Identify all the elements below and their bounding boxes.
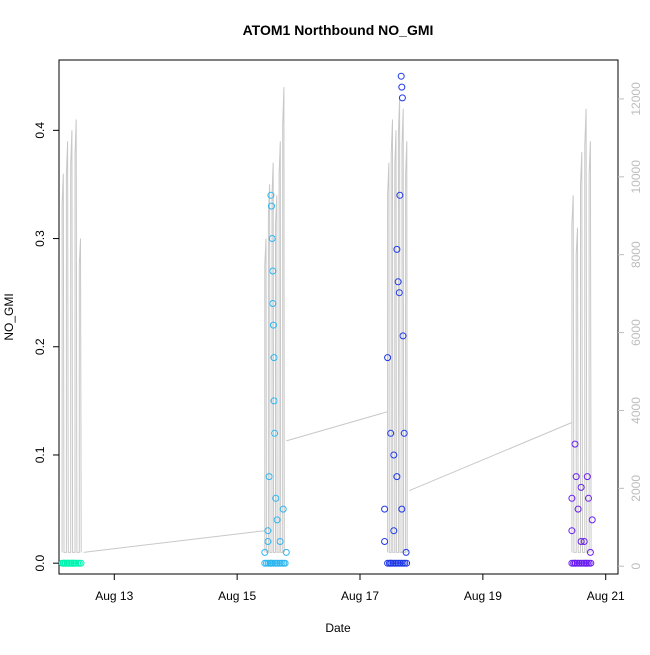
- data-point-s3-6: [583, 473, 591, 481]
- data-point-s1-2: [267, 191, 275, 199]
- data-point-s1-11: [272, 494, 280, 502]
- data-point-s3-8: [586, 548, 594, 556]
- data-point-s1-18: [264, 538, 272, 545]
- data-point-s1-4: [268, 235, 276, 242]
- data-point-s3-12: [568, 494, 576, 502]
- data-point-s2-4: [393, 245, 401, 253]
- x-axis-label: Date: [325, 621, 351, 635]
- data-point-s2-12: [400, 429, 408, 437]
- data-point-base-s3-11: [587, 559, 595, 567]
- chart-title: ATOM1 Northbound NO_GMI: [243, 22, 434, 38]
- data-point-s2-17: [398, 505, 406, 513]
- data-point-s1-1: [265, 473, 273, 481]
- data-point-s2-3: [390, 451, 398, 459]
- data-point-s1-13: [276, 538, 284, 545]
- x-tick-label-0: Aug 13: [95, 589, 133, 603]
- data-point-s3-3: [574, 505, 582, 513]
- data-point-s1-7: [269, 321, 277, 329]
- data-point-s1-10: [271, 429, 279, 437]
- x-tick-label-3: Aug 19: [464, 589, 502, 603]
- y-tick-label-1: 0.1: [33, 446, 47, 463]
- data-point-s2-6: [395, 289, 403, 297]
- data-point-s1-17: [261, 548, 269, 556]
- x-tick-label-4: Aug 21: [587, 589, 625, 603]
- data-point-s2-9: [398, 83, 406, 91]
- data-point-s2-14: [390, 527, 398, 535]
- data-point-s2-8: [397, 72, 405, 80]
- data-point-base-s1-11: [280, 559, 288, 567]
- data-point-s3-4: [577, 483, 585, 491]
- data-point-s3-5: [580, 538, 588, 545]
- data-point-s2-5: [394, 278, 402, 286]
- y-right-tick-label-1: 2000: [629, 475, 643, 502]
- data-point-s1-3: [268, 202, 275, 210]
- data-point-base-s2-11: [403, 559, 411, 567]
- data-point-s2-0: [381, 505, 389, 513]
- altitude-trace-3: [571, 108, 592, 553]
- data-point-s2-15: [393, 473, 401, 481]
- data-point-s2-7: [396, 191, 404, 199]
- y-axis-label: NO_GMI: [2, 293, 16, 340]
- y-right-tick-label-0: 0: [629, 563, 643, 570]
- data-point-s3-2: [572, 473, 580, 481]
- data-point-s3-7: [585, 494, 592, 502]
- y-tick-label-2: 0.2: [33, 338, 47, 355]
- data-point-s2-18: [402, 548, 410, 556]
- data-point-s3-1: [571, 440, 579, 448]
- data-point-s3-9: [588, 516, 596, 524]
- data-point-s3-11: [577, 538, 585, 545]
- altitude-trace-0: [61, 119, 82, 553]
- altitude-connector-3: [408, 422, 573, 492]
- x-tick-label-2: Aug 17: [341, 589, 379, 603]
- y-right-tick-label-6: 12000: [629, 82, 643, 116]
- data-point-s1-0: [264, 527, 272, 535]
- data-point-s1-9: [270, 397, 278, 405]
- y-tick-label-0: 0.0: [33, 555, 47, 572]
- data-point-s2-11: [399, 332, 407, 340]
- plot-frame: [58, 59, 619, 575]
- data-point-s2-10: [398, 94, 406, 102]
- y-right-tick-label-3: 6000: [629, 319, 643, 346]
- altitude-connector-2: [286, 411, 388, 442]
- data-point-s2-2: [387, 429, 395, 437]
- y-right-tick-label-5: 10000: [629, 160, 643, 194]
- data-point-s2-1: [384, 354, 392, 362]
- data-point-s1-14: [279, 505, 287, 513]
- y-tick-label-3: 0.3: [33, 230, 47, 247]
- data-point-s2-16: [381, 538, 389, 545]
- data-point-s1-6: [269, 300, 277, 307]
- data-point-s1-12: [273, 516, 281, 524]
- data-point-base-s0-11: [77, 559, 85, 567]
- data-point-s1-8: [270, 354, 278, 362]
- altitude-connector-1: [83, 530, 265, 553]
- data-point-s1-15: [282, 548, 290, 556]
- plot-area: Aug 13 Aug 15 Aug 17 Aug 19 Aug 21 0.0 0.1 0.2 0…: [33, 59, 643, 603]
- altitude-trace-2: [387, 97, 408, 553]
- data-point-s1-5: [269, 267, 277, 275]
- y-right-tick-label-2: 4000: [629, 397, 643, 424]
- data-point-s3-0: [568, 527, 576, 535]
- y-tick-label-4: 0.4: [33, 122, 47, 139]
- y-right-tick-label-4: 8000: [629, 241, 643, 268]
- x-tick-label-1: Aug 15: [218, 589, 256, 603]
